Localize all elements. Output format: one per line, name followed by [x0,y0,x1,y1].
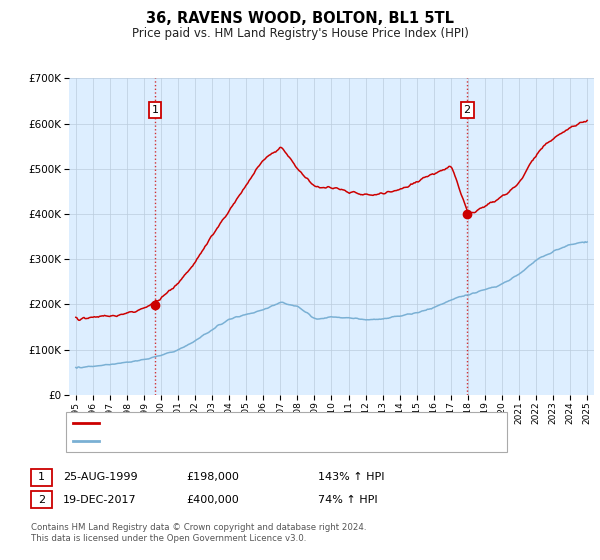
Text: 36, RAVENS WOOD, BOLTON, BL1 5TL: 36, RAVENS WOOD, BOLTON, BL1 5TL [146,11,454,26]
Text: 19-DEC-2017: 19-DEC-2017 [63,494,137,505]
Text: 2: 2 [464,105,471,115]
Text: £198,000: £198,000 [186,472,239,482]
Text: This data is licensed under the Open Government Licence v3.0.: This data is licensed under the Open Gov… [31,534,307,543]
Text: 1: 1 [152,105,158,115]
Text: 1: 1 [38,472,45,482]
Text: HPI: Average price, detached house, Bolton: HPI: Average price, detached house, Bolt… [103,436,341,446]
Text: 74% ↑ HPI: 74% ↑ HPI [318,494,377,505]
Text: Contains HM Land Registry data © Crown copyright and database right 2024.: Contains HM Land Registry data © Crown c… [31,523,367,532]
Text: £400,000: £400,000 [186,494,239,505]
Text: 25-AUG-1999: 25-AUG-1999 [63,472,137,482]
Text: 2: 2 [38,494,45,505]
Text: 36, RAVENS WOOD, BOLTON, BL1 5TL (detached house): 36, RAVENS WOOD, BOLTON, BL1 5TL (detach… [103,418,408,428]
Text: Price paid vs. HM Land Registry's House Price Index (HPI): Price paid vs. HM Land Registry's House … [131,27,469,40]
Text: 143% ↑ HPI: 143% ↑ HPI [318,472,385,482]
